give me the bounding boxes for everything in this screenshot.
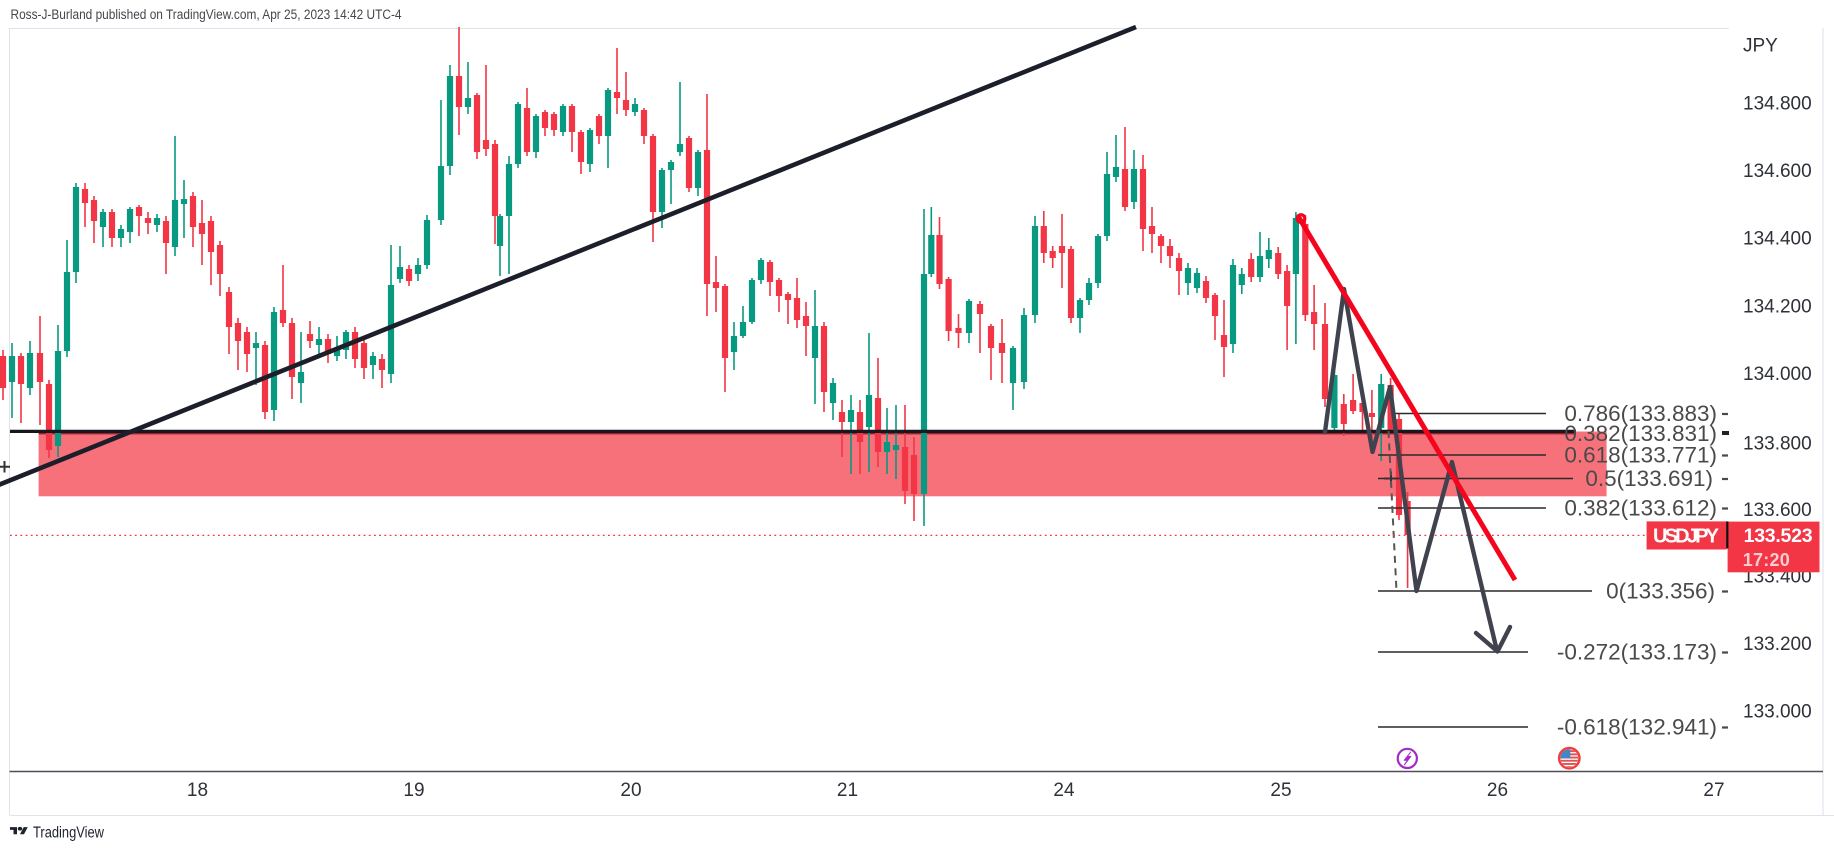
- svg-text:21: 21: [837, 780, 858, 801]
- svg-text:17:20: 17:20: [1743, 550, 1790, 570]
- svg-text:134.600: 134.600: [1743, 161, 1812, 182]
- svg-text:19: 19: [403, 780, 424, 801]
- svg-text:TradingView: TradingView: [33, 825, 105, 842]
- svg-text:134.000: 134.000: [1743, 364, 1812, 385]
- svg-text:0.382(133.831): 0.382(133.831): [1564, 421, 1717, 446]
- svg-text:133.600: 133.600: [1743, 500, 1812, 521]
- svg-text:USDJPY: USDJPY: [1653, 526, 1720, 548]
- svg-text:0.5(133.691): 0.5(133.691): [1585, 466, 1713, 491]
- svg-text:134.200: 134.200: [1743, 297, 1812, 318]
- svg-text:26: 26: [1487, 780, 1508, 801]
- svg-text:-0.272(133.173): -0.272(133.173): [1557, 640, 1717, 665]
- svg-text:24: 24: [1053, 780, 1075, 801]
- svg-text:-0.618(132.941): -0.618(132.941): [1557, 715, 1717, 740]
- svg-text:133.200: 133.200: [1743, 634, 1812, 655]
- svg-text:27: 27: [1703, 780, 1724, 801]
- svg-text:133.800: 133.800: [1743, 434, 1812, 455]
- svg-text:133.523: 133.523: [1744, 525, 1813, 547]
- svg-text:18: 18: [187, 780, 208, 801]
- svg-text:Ross-J-Burland published on Tr: Ross-J-Burland published on TradingView.…: [11, 7, 402, 22]
- svg-text:20: 20: [620, 780, 641, 801]
- svg-text:0.382(133.612): 0.382(133.612): [1564, 496, 1717, 521]
- svg-text:0.786(133.883): 0.786(133.883): [1564, 401, 1717, 426]
- svg-text:0(133.356): 0(133.356): [1606, 579, 1715, 604]
- svg-text:134.400: 134.400: [1743, 229, 1812, 250]
- svg-text:134.800: 134.800: [1743, 94, 1812, 115]
- svg-text:133.000: 133.000: [1743, 702, 1812, 723]
- svg-text:0.618(133.771): 0.618(133.771): [1564, 443, 1717, 468]
- svg-text:25: 25: [1270, 780, 1291, 801]
- svg-text:JPY: JPY: [1743, 36, 1778, 57]
